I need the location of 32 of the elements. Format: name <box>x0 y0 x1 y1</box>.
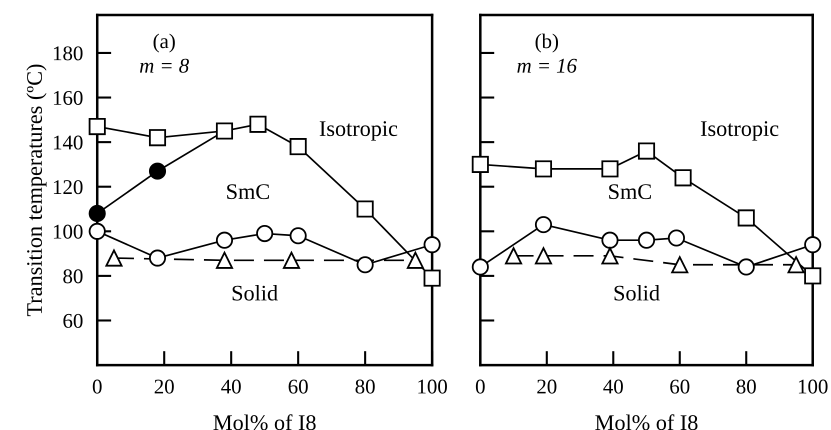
y-tick-label: 120 <box>54 180 83 194</box>
y-tick-label: 180 <box>54 46 83 60</box>
x-axis-title: Mol% of I8 <box>595 414 698 430</box>
x-tick-label: 20 <box>537 380 556 394</box>
annotation: SmC <box>609 184 651 200</box>
x-tick-label: 0 <box>476 380 485 394</box>
annotation: Solid <box>614 284 660 301</box>
y-tick-label: 60 <box>63 314 83 328</box>
y-tick-label: 100 <box>54 224 83 239</box>
annotation: Solid <box>232 284 278 301</box>
annotation: (a) <box>154 34 175 52</box>
y-tick-label: 140 <box>54 136 83 150</box>
x-tick-label: 60 <box>670 380 690 394</box>
x-tick-label: 20 <box>154 380 174 394</box>
y-axis-title: Transition temperatures (ºC) <box>26 64 47 316</box>
annotation: SmC <box>227 184 269 200</box>
annotation: m = 16 <box>517 58 577 73</box>
annotation: (b) <box>536 34 558 52</box>
x-tick-label: 80 <box>736 380 756 394</box>
x-tick-label: 100 <box>418 380 447 394</box>
x-axis-title: Mol% of I8 <box>213 414 316 430</box>
x-tick-label: 100 <box>798 380 828 394</box>
x-tick-label: 40 <box>221 380 241 394</box>
x-tick-label: 60 <box>288 380 308 394</box>
annotation: m = 8 <box>140 58 189 73</box>
y-tick-label: 160 <box>54 90 83 105</box>
x-tick-label: 40 <box>603 380 623 394</box>
annotation: Isotropic <box>320 121 398 141</box>
x-tick-label: 0 <box>92 380 102 394</box>
x-tick-label: 80 <box>356 380 375 394</box>
y-tick-label: 80 <box>63 269 83 284</box>
annotation: Isotropic <box>700 121 778 141</box>
